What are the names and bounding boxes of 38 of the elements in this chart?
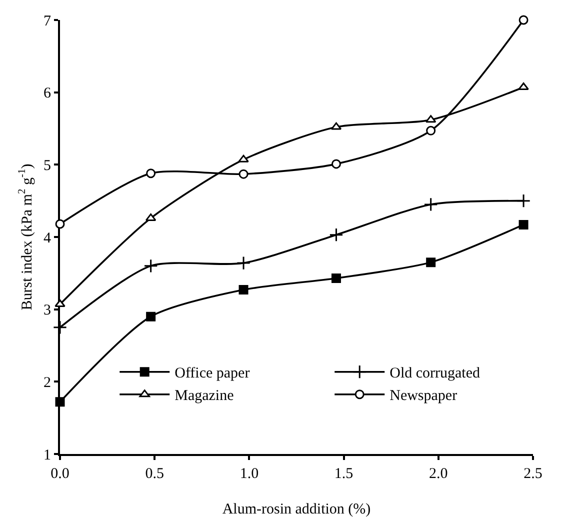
point <box>238 169 248 179</box>
point <box>238 285 248 295</box>
legend-label: Old corrugated <box>390 366 480 382</box>
point <box>146 168 156 178</box>
y-tick-label: 1 <box>44 447 51 464</box>
y-tick-label: 2 <box>44 374 51 391</box>
y-tick-label: 6 <box>44 86 52 102</box>
point <box>426 126 436 136</box>
x-tick-label: 1.5 <box>334 466 354 482</box>
point <box>55 219 65 229</box>
x-tick-label: 1.0 <box>240 466 259 482</box>
point <box>518 82 529 90</box>
point <box>329 228 344 242</box>
point <box>238 154 249 162</box>
point <box>55 397 65 407</box>
legend-label: Newspaper <box>390 388 458 404</box>
x-tick-label: 2.0 <box>429 466 448 482</box>
point <box>518 15 528 25</box>
point <box>516 194 531 208</box>
x-axis-title: Alum-rosin addition (%) <box>222 502 371 518</box>
point <box>331 273 341 283</box>
y-tick-label: 7 <box>44 13 52 30</box>
y-tick-label: 4 <box>44 230 52 246</box>
point <box>236 256 251 270</box>
point <box>426 258 436 268</box>
x-tick-label: 0.0 <box>50 466 70 482</box>
y-tick-label: 3 <box>44 302 51 319</box>
legend-label: Office paper <box>174 366 250 382</box>
point <box>146 312 156 322</box>
point <box>52 320 68 334</box>
point <box>424 197 438 212</box>
point <box>518 220 528 230</box>
point <box>144 258 158 273</box>
x-tick-label: 2.5 <box>524 466 542 482</box>
legend-label: Magazine <box>174 388 234 404</box>
point <box>331 159 341 169</box>
x-tick-label: 0.5 <box>145 466 164 482</box>
y-tick-label: 5 <box>44 158 51 174</box>
